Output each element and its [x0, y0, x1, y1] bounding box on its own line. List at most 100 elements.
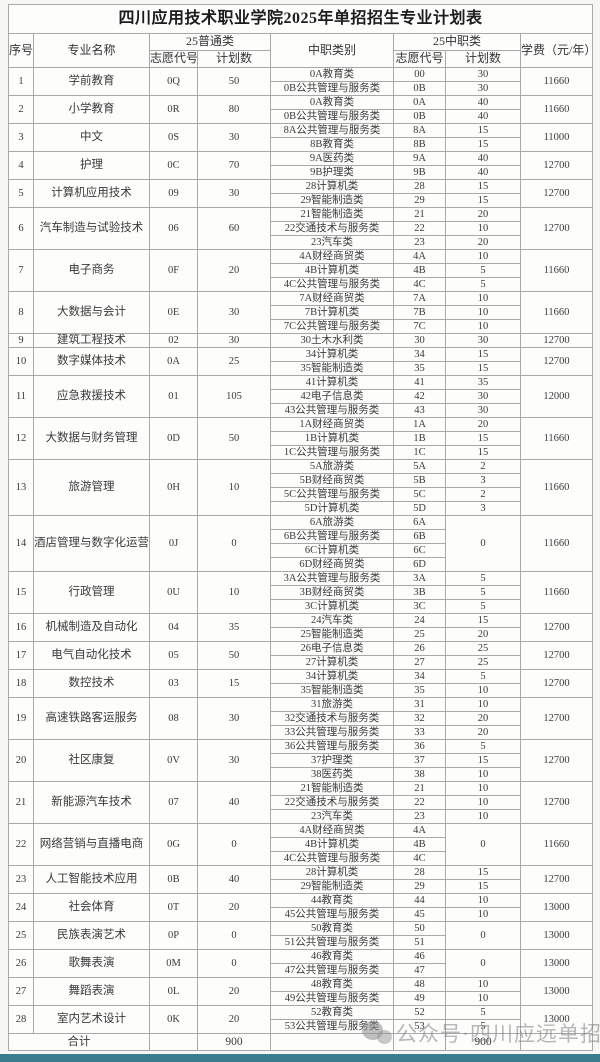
- cell-vocational-code: 9A: [393, 151, 446, 166]
- cell-general-plan: 15: [197, 669, 271, 698]
- cell-vocational-plan: 10: [445, 683, 521, 698]
- cell-vocational-code: 36: [393, 739, 446, 754]
- cell-vocational-category: 48教育类: [270, 977, 394, 992]
- cell-vocational-plan: 15: [445, 193, 521, 208]
- cell-major: 高速铁路客运服务: [33, 697, 150, 740]
- table-row: 4C公共管理与服务类 4C 5: [9, 277, 593, 292]
- cell-vocational-category: 5D计算机类: [270, 501, 394, 516]
- table-row: 28 室内艺术设计 0K 20 52教育类 52 5 13000: [8, 1005, 594, 1034]
- cell-vocational-plan: 10: [445, 305, 521, 320]
- cell-seq: 22: [8, 823, 34, 866]
- cell-tuition: 11660: [519, 571, 594, 614]
- cell-general-plan: 25: [197, 347, 271, 376]
- cell-general-plan: 50: [197, 417, 271, 460]
- cell-vocational-code: 4B: [393, 837, 446, 852]
- cell-vocational-code: 28: [393, 865, 446, 880]
- col-header-vocational-code: 志愿代号: [393, 50, 446, 68]
- cell-vocational-plan: 5: [445, 571, 521, 586]
- cell-major: 小学教育: [33, 95, 150, 124]
- cell-seq: 4: [8, 151, 34, 180]
- cell-vocational-code: 5A: [393, 459, 446, 474]
- cell-vocational-code: 6B: [393, 529, 446, 544]
- cell-vocational-category: 4A财经商贸类: [270, 249, 394, 264]
- cell-vocational-plan: 5: [445, 585, 521, 600]
- cell-vocational-code: 4A: [393, 249, 446, 264]
- cell-general-plan: 50: [197, 67, 271, 96]
- cell-vocational-category: 6C计算机类: [270, 543, 394, 558]
- table-row: 22交通技术与服务类 22 10: [9, 221, 593, 236]
- cell-general-plan: 30: [197, 123, 271, 152]
- cell-tuition: 13000: [519, 977, 594, 1006]
- table-row: 22 网络营销与直播电商 0G 0 4A财经商贸类 4A 0 11660: [8, 823, 594, 866]
- cell-vocational-code: 8A: [393, 123, 446, 138]
- cell-general-code: 0J: [149, 515, 198, 572]
- cell-tuition: 11000: [519, 123, 594, 152]
- cell-tuition: 12700: [519, 781, 594, 824]
- cell-general-plan: 30: [197, 291, 271, 334]
- cell-tuition: 13000: [519, 921, 594, 950]
- cell-vocational-plan: 30: [445, 389, 521, 404]
- cell-vocational-plan: 30: [445, 67, 521, 82]
- cell-vocational-plan: 10: [445, 893, 521, 908]
- cell-vocational-category: 42电子信息类: [270, 389, 394, 404]
- table-row: 35智能制造类 35 15: [9, 361, 593, 376]
- cell-vocational-code: 4B: [393, 263, 446, 278]
- cell-vocational-category: 21智能制造类: [270, 207, 394, 222]
- cell-vocational-code: 7C: [393, 319, 446, 334]
- cell-vocational-plan: 30: [445, 333, 521, 348]
- cell-vocational-code: 35: [393, 683, 446, 698]
- table-row: 26 歌舞表演 0M 0 46教育类 46 0 13000: [8, 949, 594, 978]
- table-row: 11 应急救援技术 01 105 41计算机类 41 35 12000: [8, 375, 594, 418]
- cell-general-plan: 20: [197, 1005, 271, 1034]
- table-row: 1C公共管理与服务类 1C 15: [9, 445, 593, 460]
- cell-general-code: 0D: [149, 417, 198, 460]
- cell-tuition: 13000: [519, 1005, 594, 1034]
- cell-major: 汽车制造与试验技术: [33, 207, 150, 250]
- cell-seq: 10: [8, 347, 34, 376]
- cell-general-plan: 0: [197, 921, 271, 950]
- cell-general-plan: 40: [197, 781, 271, 824]
- cell-vocational-code: 7B: [393, 305, 446, 320]
- cell-vocational-plan: 40: [445, 165, 521, 180]
- col-header-major: 专业名称: [33, 33, 150, 68]
- table-row: 16 机械制造及自动化 04 35 24汽车类 24 15 12700: [8, 613, 594, 642]
- cell-vocational-code: 35: [393, 361, 446, 376]
- cell-vocational-code: 50: [393, 921, 446, 936]
- cell-vocational-plan: 10: [445, 795, 521, 810]
- cell-vocational-plan: 5: [445, 277, 521, 292]
- table-row: 21 新能源汽车技术 07 40 21智能制造类 21 10 12700: [8, 781, 594, 824]
- cell-seq: 12: [8, 417, 34, 460]
- cell-vocational-code: 4C: [393, 851, 446, 866]
- cell-vocational-category: 3B财经商贸类: [270, 585, 394, 600]
- cell-seq: 17: [8, 641, 34, 670]
- cell-vocational-code: 47: [393, 963, 446, 978]
- table-row: 17 电气自动化技术 05 50 26电子信息类 26 25 12700: [8, 641, 594, 670]
- cell-major: 舞蹈表演: [33, 977, 150, 1006]
- cell-major: 护理: [33, 151, 150, 180]
- cell-general-plan: 30: [197, 333, 271, 348]
- cell-vocational-category: 9B护理类: [270, 165, 394, 180]
- cell-vocational-category: 5B财经商贸类: [270, 473, 394, 488]
- cell-major: 中文: [33, 123, 150, 152]
- cell-vocational-code: 41: [393, 375, 446, 390]
- cell-vocational-plan: 15: [445, 179, 521, 194]
- cell-vocational-category: 5A旅游类: [270, 459, 394, 474]
- cell-tuition: 11660: [519, 823, 594, 866]
- cell-general-plan: 10: [197, 571, 271, 614]
- cell-vocational-category: 29智能制造类: [270, 193, 394, 208]
- cell-vocational-code: 38: [393, 767, 446, 782]
- cell-seq: 9: [8, 333, 34, 348]
- cell-vocational-plan: 15: [445, 347, 521, 362]
- cell-vocational-code: 53: [393, 1019, 446, 1034]
- total-empty-vocational-code: [393, 1033, 446, 1051]
- cell-vocational-category: 6D财经商贸类: [270, 557, 394, 572]
- cell-vocational-code: 34: [393, 669, 446, 684]
- cell-vocational-plan: 0: [445, 921, 521, 950]
- cell-general-plan: 60: [197, 207, 271, 250]
- cell-vocational-category: 7C公共管理与服务类: [270, 319, 394, 334]
- total-vocational-plan: 900: [445, 1033, 521, 1051]
- cell-vocational-category: 37护理类: [270, 753, 394, 768]
- cell-vocational-category: 33公共管理与服务类: [270, 725, 394, 740]
- cell-general-code: 01: [149, 375, 198, 418]
- cell-vocational-category: 4C公共管理与服务类: [270, 851, 394, 866]
